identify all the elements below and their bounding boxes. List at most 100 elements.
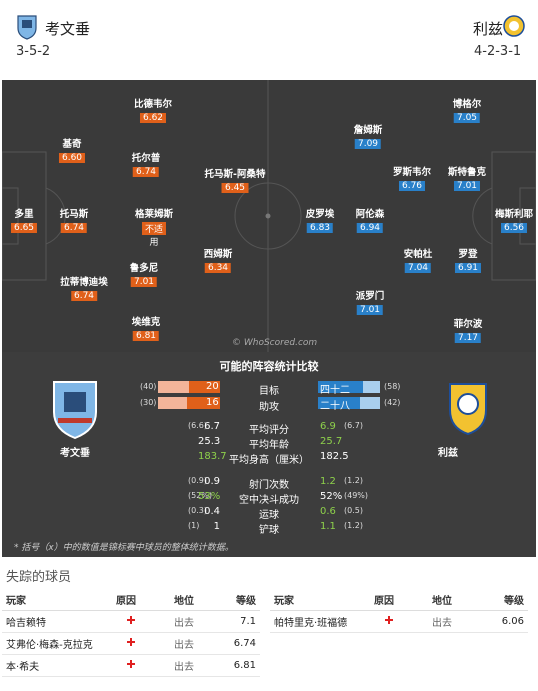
stat-away-overall: (0.5) (344, 506, 363, 515)
injury-icon (126, 615, 136, 625)
assists-away-value: 二十八 (320, 401, 350, 412)
player-name: 多里 (14, 209, 34, 220)
player-rating: 7.01 (453, 181, 481, 191)
assists-home-bar (187, 397, 220, 409)
table-row[interactable]: 艾弗伦·梅森-克拉克 出去 6.74 (2, 632, 260, 655)
injury-icon (126, 637, 136, 647)
home-player[interactable]: 多里 6.65 (10, 206, 38, 233)
stat-away-value: 1.1 (320, 521, 336, 532)
home-player[interactable]: 鲁多尼 7.01 (129, 260, 159, 287)
player-rating: 7.09 (354, 139, 382, 149)
match-header: 考文垂 3-5-2 利兹 4-2-3-1 (0, 0, 538, 80)
player-rating: 6.74 (70, 291, 98, 301)
player-rating: 6.45 (221, 183, 249, 193)
away-player[interactable]: 安帕杜 7.04 (403, 246, 433, 273)
player-rating: 6.65 (10, 223, 38, 233)
player-status: 出去 (170, 654, 228, 677)
stat-home-value: 53% (198, 491, 221, 502)
player-name[interactable]: 哈吉赖特 (2, 610, 112, 633)
player-rating: 6.74 (228, 632, 260, 655)
home-team-name[interactable]: 考文垂 (45, 20, 91, 38)
player-name: 罗斯韦尔 (392, 167, 432, 178)
player-name: 托马斯 (59, 209, 89, 220)
stat-home-value: 0.9 (204, 476, 220, 487)
home-player[interactable]: 埃维克 6.81 (131, 314, 161, 341)
player-name: 安帕杜 (403, 249, 433, 260)
stat-label: 平均年龄 (249, 440, 289, 451)
player-name: 埃维克 (131, 317, 161, 328)
stat-away-value: 182.5 (320, 451, 349, 462)
stat-label: 铲球 (259, 525, 279, 536)
away-player[interactable]: 詹姆斯 7.09 (354, 122, 382, 149)
col-status: 地位 (428, 590, 490, 611)
col-reason: 原因 (370, 590, 428, 611)
player-rating: 6.56 (500, 223, 528, 233)
player-rating: 7.17 (454, 333, 482, 343)
away-player[interactable]: 博格尔 7.05 (453, 96, 481, 123)
goals-label: 目标 (259, 386, 279, 397)
away-team-name[interactable]: 利兹 (473, 20, 504, 38)
player-name: 阿伦森 (355, 209, 385, 220)
home-player[interactable]: 比德韦尔 6.62 (134, 96, 172, 123)
player-rating: 7.1 (228, 610, 260, 633)
goals-home-total: (40) (140, 382, 157, 391)
goals-home-bar (189, 381, 220, 393)
player-name: 菲尔波 (453, 319, 483, 330)
away-player[interactable]: 皮罗埃 6.83 (306, 206, 334, 233)
table-row[interactable]: 帕特里克·班福德 出去 6.06 (270, 610, 528, 633)
stat-label: 平均评分 (249, 425, 289, 436)
player-rating: 不适 (141, 222, 167, 235)
goals-away-total: (58) (384, 382, 401, 391)
player-name[interactable]: 帕特里克·班福德 (270, 610, 370, 633)
player-name[interactable]: 艾弗伦·梅森-克拉克 (2, 632, 112, 655)
player-name: 梅斯利耶 (494, 209, 534, 220)
stat-home-value: 6.7 (204, 421, 220, 432)
away-player[interactable]: 派罗门 7.01 (356, 288, 384, 315)
player-rating: 7.04 (404, 263, 432, 273)
home-missing-table: 玩家 原因 地位 等级 哈吉赖特 出去 7.1 艾弗伦·梅森-克拉克 出去 6.… (2, 590, 260, 677)
stat-home-overall: (6.6) (188, 421, 207, 430)
away-player[interactable]: 罗登 6.91 (454, 246, 482, 273)
col-rating: 等级 (228, 590, 260, 611)
stats-title: 可能的阵容统计比较 (219, 360, 319, 373)
injury-icon (384, 615, 394, 625)
player-note: 用 (149, 238, 159, 248)
home-player[interactable]: 西姆斯 6.34 (204, 246, 232, 273)
assists-home-total: (30) (140, 398, 157, 407)
col-status: 地位 (170, 590, 228, 611)
player-rating: 6.74 (60, 223, 88, 233)
home-player[interactable]: 托马斯-阿桑特 6.45 (204, 166, 266, 193)
home-player[interactable]: 托尔普 6.74 (132, 150, 160, 177)
player-rating: 7.01 (356, 305, 384, 315)
home-player[interactable]: 格莱姆斯 不适 用 (135, 206, 173, 248)
player-name: 比德韦尔 (133, 99, 173, 110)
away-player[interactable]: 梅斯利耶 6.56 (495, 206, 533, 233)
stat-away-overall: (49%) (344, 491, 369, 500)
player-rating: 6.76 (398, 181, 426, 191)
pitch: 比德韦尔 6.62 基奇 6.60 托尔普 6.74 托马斯-阿桑特 6.45 … (2, 80, 536, 352)
player-rating: 7.05 (453, 113, 481, 123)
stat-home-value: 1 (213, 521, 220, 532)
away-player[interactable]: 罗斯韦尔 6.76 (393, 164, 431, 191)
player-name: 基奇 (62, 139, 82, 150)
stat-away-overall: (6.7) (344, 421, 363, 430)
stat-away-value: 0.6 (320, 506, 336, 517)
away-player[interactable]: 阿伦森 6.94 (355, 206, 385, 233)
table-row[interactable]: 哈吉赖特 出去 7.1 (2, 610, 260, 633)
away-player[interactable]: 菲尔波 7.17 (453, 316, 483, 343)
leeds-crest-icon (503, 15, 525, 37)
player-name: 格莱姆斯 (134, 209, 174, 220)
home-player[interactable]: 拉蒂博迪埃 6.74 (60, 274, 108, 301)
stat-home-value: 0.4 (204, 506, 220, 517)
coventry-crest-icon (53, 381, 97, 440)
home-player[interactable]: 基奇 6.60 (58, 136, 86, 163)
player-name: 鲁多尼 (129, 263, 159, 274)
player-name[interactable]: 本·希夫 (2, 654, 112, 677)
player-name: 托马斯-阿桑特 (204, 169, 266, 180)
home-player[interactable]: 托马斯 6.74 (59, 206, 89, 233)
stat-home-overall: (0.3) (188, 506, 207, 515)
table-row[interactable]: 本·希夫 出去 6.81 (2, 654, 260, 677)
stat-away-value: 6.9 (320, 421, 336, 432)
player-status: 出去 (170, 610, 228, 633)
away-player[interactable]: 斯特鲁克 7.01 (448, 164, 486, 191)
